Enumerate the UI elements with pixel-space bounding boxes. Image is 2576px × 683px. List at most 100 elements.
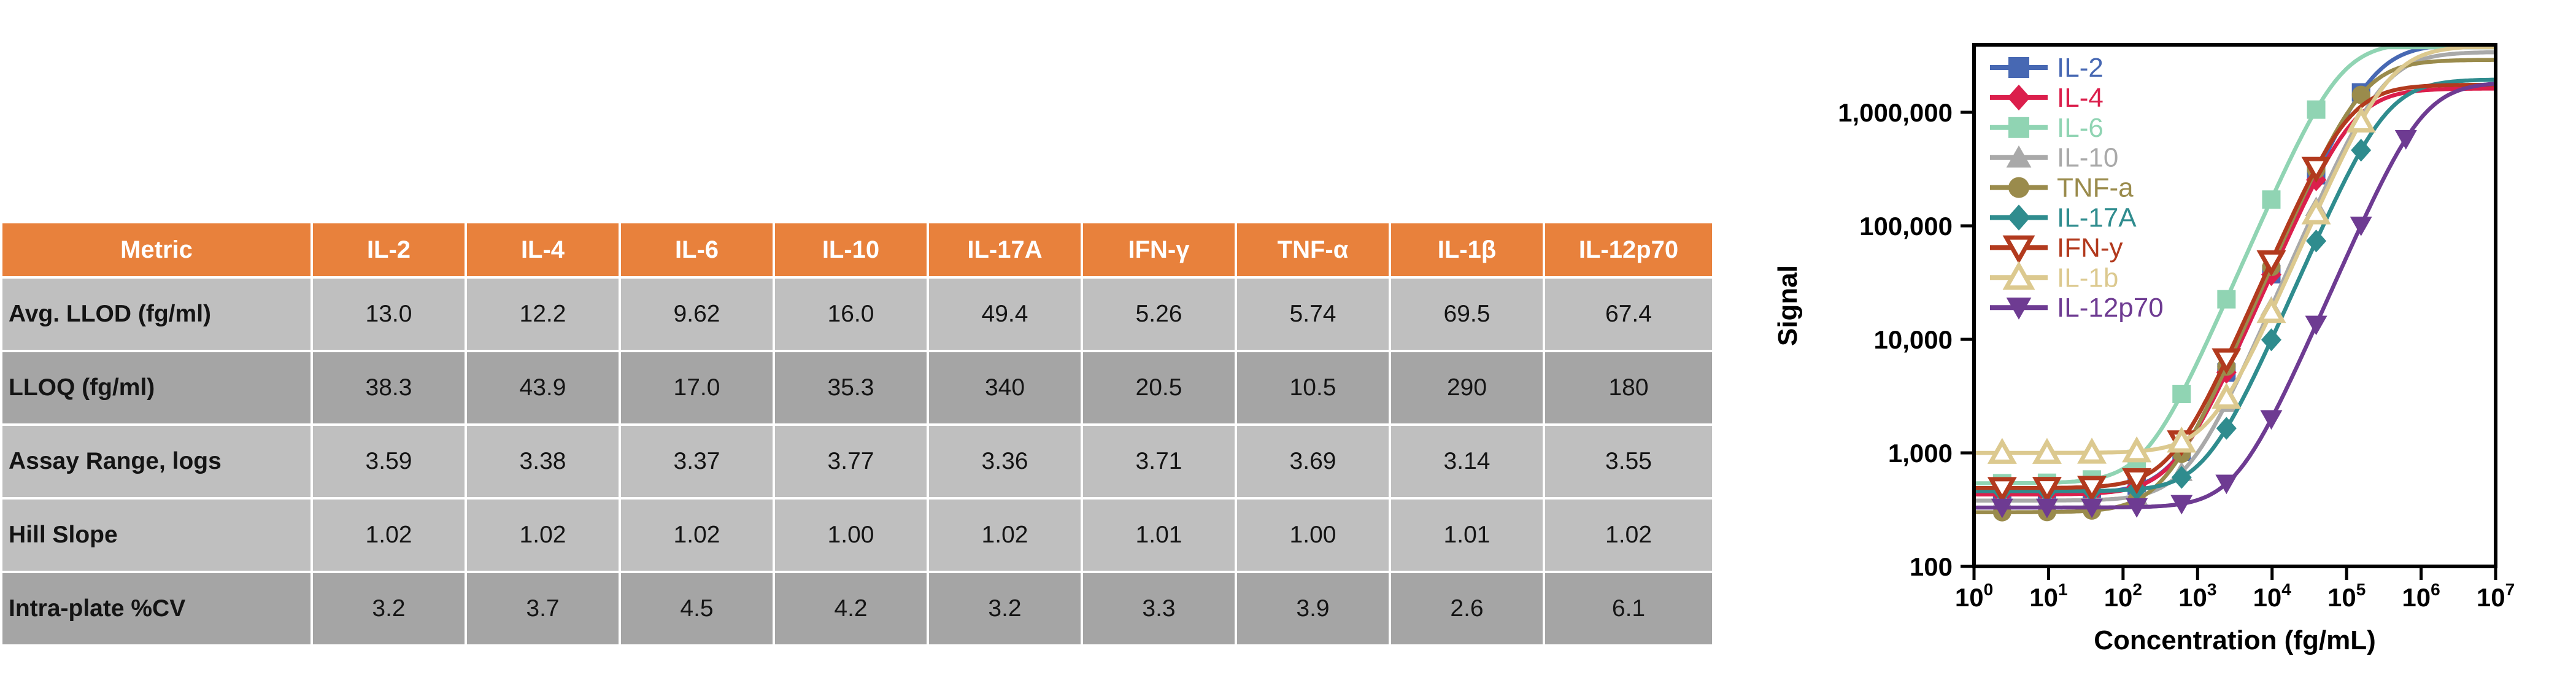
legend-item-TNF-a: TNF-a <box>1990 173 2134 203</box>
value-cell: 3.38 <box>467 426 619 497</box>
value-cell: 16.0 <box>775 279 927 350</box>
marker-IL-6 <box>2172 384 2191 403</box>
header-cell-IL-10: IL-10 <box>775 223 927 276</box>
header-cell-IL-6: IL-6 <box>621 223 773 276</box>
marker-IFN-y <box>2032 477 2062 503</box>
value-cell: 1.02 <box>1545 500 1712 571</box>
table-body: Avg. LLOD (fg/ml) 13.0 12.2 9.62 16.0 49.4 5.2… <box>2 279 1712 644</box>
table-row: Intra-plate %CV 3.2 3.7 4.5 4.2 3.2 3.3 3.9 2.6 6… <box>2 573 1712 644</box>
value-cell: 3.3 <box>1083 573 1235 644</box>
x-tick-label: 103 <box>2178 580 2216 612</box>
value-cell: 49.4 <box>929 279 1081 350</box>
value-cell: 3.9 <box>1237 573 1389 644</box>
legend-label-IFN-y: IFN-y <box>2057 233 2123 263</box>
legend-marker-IL-1b <box>2002 261 2035 290</box>
value-cell: 3.2 <box>929 573 1081 644</box>
value-cell: 69.5 <box>1391 279 1543 350</box>
header-cell-metric: Metric <box>2 223 310 276</box>
marker-IFN-y <box>1987 477 2017 503</box>
marker-IL-17A <box>2216 417 2237 440</box>
marker-IL-1b <box>1987 438 2017 464</box>
curve-IL-1b <box>1974 45 2496 455</box>
value-cell: 13.0 <box>313 279 465 350</box>
value-cell: 1.00 <box>775 500 927 571</box>
legend-item-IL-6: IL-6 <box>1990 113 2104 143</box>
legend-label-IL-1b: IL-1b <box>2057 263 2118 293</box>
curve-IL-17A <box>1974 77 2496 493</box>
chart-legend: IL-2IL-4IL-6IL-10TNF-aIL-17AIFN-yIL-1bIL… <box>1990 53 2164 323</box>
legend-item-IL-17A: IL-17A <box>1990 203 2137 233</box>
legend-marker-IL-2 <box>2008 57 2029 78</box>
table-header: Metric IL-2 IL-4 IL-6 IL-10 IL-17A IFN-γ TNF-α I… <box>2 223 1712 276</box>
legend-marker-TNF-a <box>2008 177 2029 198</box>
metric-cell: Assay Range, logs <box>2 426 310 497</box>
table-row: Avg. LLOD (fg/ml) 13.0 12.2 9.62 16.0 49.4 5.2… <box>2 279 1712 350</box>
marker-IL-12p70 <box>2305 315 2327 336</box>
value-cell: 3.69 <box>1237 426 1389 497</box>
header-cell-IL-1β: IL-1β <box>1391 223 1543 276</box>
y-tick-label: 100,000 <box>1859 212 1953 241</box>
marker-TNF-a <box>2351 85 2370 104</box>
marker-IL-1b <box>2212 382 2242 409</box>
marker-IL-17A <box>2306 230 2327 253</box>
value-cell: 2.6 <box>1391 573 1543 644</box>
y-tick-label: 100 <box>1910 552 1953 581</box>
legend-marker-IL-6 <box>2008 117 2029 138</box>
marker-IL-17A <box>2261 328 2281 352</box>
legend-marker-IL-12p70 <box>2006 297 2032 320</box>
y-tick-label: 10,000 <box>1874 325 1953 354</box>
marker-IL-1b <box>2122 436 2152 463</box>
x-tick-label: 106 <box>2402 580 2440 612</box>
x-tick-label: 102 <box>2104 580 2142 612</box>
x-tick-label: 107 <box>2477 580 2515 612</box>
curves-layer <box>1974 45 2496 522</box>
legend-label-IL-12p70: IL-12p70 <box>2057 293 2164 323</box>
header-cell-TNF-α: TNF-α <box>1237 223 1389 276</box>
legend-item-IL-2: IL-2 <box>1990 53 2104 83</box>
value-cell: 1.02 <box>313 500 465 571</box>
value-cell: 3.77 <box>775 426 927 497</box>
legend-marker-IL-10 <box>2006 145 2032 168</box>
header-cell-IL-4: IL-4 <box>467 223 619 276</box>
marker-IL-6 <box>2217 290 2236 309</box>
value-cell: 6.1 <box>1545 573 1712 644</box>
y-axis-title: Signal <box>1773 265 1803 346</box>
value-cell: 340 <box>929 352 1081 423</box>
legend-item-IL-4: IL-4 <box>1990 83 2104 113</box>
value-cell: 180 <box>1545 352 1712 423</box>
marker-IL-1b <box>2032 438 2062 464</box>
marker-IL-6 <box>2262 190 2281 209</box>
legend-label-IL-17A: IL-17A <box>2057 203 2137 233</box>
marker-IL-17A <box>2351 139 2372 162</box>
legend-label-IL-10: IL-10 <box>2057 143 2118 173</box>
legend-item-IL-1b: IL-1b <box>1990 261 2118 293</box>
legend-item-IL-12p70: IL-12p70 <box>1990 293 2164 323</box>
value-cell: 43.9 <box>467 352 619 423</box>
value-cell: 1.02 <box>621 500 773 571</box>
curve-IL-6 <box>1974 45 2496 485</box>
header-cell-IL-2: IL-2 <box>313 223 465 276</box>
marker-IL-12p70 <box>2170 495 2193 515</box>
legend-label-TNF-a: TNF-a <box>2057 173 2134 203</box>
value-cell: 3.36 <box>929 426 1081 497</box>
marker-IL-1b <box>2256 296 2286 323</box>
x-tick-label: 101 <box>2029 580 2067 612</box>
axes-layer: 100 101 102 103 104 105 106 107 100 1,000 10,000 10… <box>1838 98 2515 612</box>
legend-item-IFN-y: IFN-y <box>1990 233 2123 264</box>
legend-label-IL-6: IL-6 <box>2057 113 2104 143</box>
marker-IL-12p70 <box>2394 130 2417 150</box>
legend-marker-IL-17A <box>2007 204 2030 231</box>
legend-item-IL-10: IL-10 <box>1990 143 2118 173</box>
assay-metrics-table: Metric IL-2 IL-4 IL-6 IL-10 IL-17A IFN-γ TNF-α I… <box>0 221 1714 647</box>
x-tick-label: 105 <box>2327 580 2366 612</box>
marker-IL-12p70 <box>2350 217 2372 236</box>
value-cell: 3.2 <box>313 573 465 644</box>
marker-IL-12p70 <box>2260 410 2283 430</box>
x-axis-title: Concentration (fg/mL) <box>2094 625 2376 655</box>
marker-IFN-y <box>2077 476 2107 502</box>
header-cell-IL-12p70: IL-12p70 <box>1545 223 1712 276</box>
y-tick-label: 1,000 <box>1888 439 1953 468</box>
value-cell: 3.7 <box>467 573 619 644</box>
marker-IL-1b <box>2346 106 2376 133</box>
